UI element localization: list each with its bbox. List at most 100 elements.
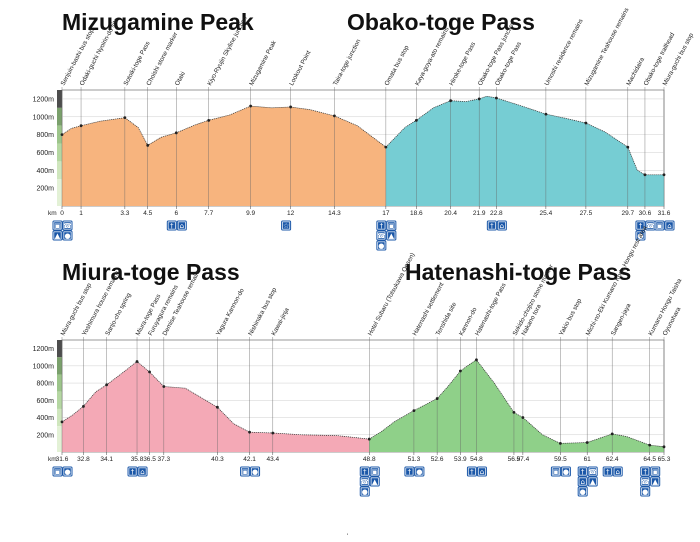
marker-dot-6 xyxy=(249,104,253,108)
xtick-label-17: 61 xyxy=(584,456,592,463)
bus-icon-fill xyxy=(651,468,659,475)
toilet-icon-glyph: † xyxy=(363,468,367,476)
toilet-icon-fill xyxy=(468,468,476,475)
toilet-icon-glyph: † xyxy=(131,468,135,476)
marker-dot-6 xyxy=(216,405,219,409)
marker-dot-5 xyxy=(207,118,211,122)
marker-dot-10 xyxy=(412,409,416,413)
site-label-2: Sanjo-cho spring xyxy=(104,291,133,336)
xtick-label-15: 27.5 xyxy=(580,210,593,217)
water-icon-glyph: ● xyxy=(563,468,569,476)
accommodation-icon-fill xyxy=(388,232,395,239)
elevation-band-5 xyxy=(57,179,62,206)
panel-2: Miura-toge Pass Hatenashi-toge Pass 200m… xyxy=(33,224,684,497)
water-icon-fill xyxy=(251,468,259,475)
site-label-10: Kaya-goya-ato remains xyxy=(414,26,451,87)
toilet-icon-fill xyxy=(604,468,611,475)
title-obako-toge-pass: Obako-toge Pass xyxy=(347,9,535,35)
rest-area-icon-glyph: ⌂ xyxy=(500,222,504,230)
elevation-area-0 xyxy=(62,361,370,452)
rest-area-icon-glyph: ⌂ xyxy=(180,222,184,230)
water-icon-fill xyxy=(641,488,649,495)
title-miura-toge-pass: Miura-toge Pass xyxy=(62,259,240,285)
rest-area-icon-glyph: ⌂ xyxy=(580,478,584,486)
x-unit-label: km xyxy=(48,456,57,463)
toilet-icon-glyph: † xyxy=(380,222,384,230)
site-label-18: Sangen-jaya xyxy=(610,302,633,337)
marker-dot-13 xyxy=(494,96,498,100)
marker-dot-11 xyxy=(449,99,453,103)
viewpoint-icon-fill xyxy=(282,222,290,229)
xtick-label-4: 36.5 xyxy=(143,456,156,463)
xtick-label-3: 4.5 xyxy=(143,210,152,217)
toilet-icon-fill xyxy=(406,468,413,475)
toilet-icon-glyph: † xyxy=(470,468,474,476)
toilet-icon-fill xyxy=(361,468,369,475)
toilet-icon-fill xyxy=(637,222,644,229)
rest-area-icon-glyph: ⌂ xyxy=(480,468,484,476)
xtick-label-13: 22.8 xyxy=(490,210,503,217)
xtick-label-10: 18.6 xyxy=(410,210,423,217)
marker-dot-20 xyxy=(662,445,666,449)
phone-icon-fill xyxy=(361,478,369,485)
site-label-3: Choishi stone marker xyxy=(145,31,179,87)
elevation-line-0 xyxy=(61,361,370,440)
marker-dot-1 xyxy=(82,404,85,408)
phone-icon-fill xyxy=(641,478,649,485)
bus-icon-glyph: ▣ xyxy=(388,222,395,230)
marker-dot-0 xyxy=(60,420,64,424)
elevation-band-4 xyxy=(57,408,62,427)
elevation-band-5 xyxy=(57,426,62,452)
phone-icon-fill xyxy=(589,468,596,475)
elevation-line-0 xyxy=(61,105,387,148)
xtick-label-3: 35.8 xyxy=(131,456,144,463)
marker-dot-8 xyxy=(271,431,275,435)
elevation-band-3 xyxy=(57,143,62,162)
toilet-icon-fill xyxy=(168,222,176,229)
xtick-label-6: 40.3 xyxy=(211,456,224,463)
marker-dot-9 xyxy=(384,145,388,149)
bus-icon-glyph: ▣ xyxy=(242,468,249,476)
phone-icon-glyph: ☎ xyxy=(588,468,597,476)
ytick-label-400: 400m xyxy=(36,415,54,422)
bus-icon-glyph: ▣ xyxy=(54,468,61,476)
site-label-11: Hiroke-toge Pass xyxy=(448,41,477,87)
x-unit-label: km xyxy=(48,210,57,217)
bus-icon-fill xyxy=(388,222,395,229)
elevation-band-2 xyxy=(57,374,62,392)
xtick-label-0: 0 xyxy=(60,210,64,217)
xtick-label-6: 9.9 xyxy=(246,210,255,217)
accommodation-icon-fill xyxy=(54,232,61,239)
ytick-label-600: 600m xyxy=(36,398,54,405)
xtick-label-11: 52.6 xyxy=(431,456,444,463)
elevation-line-1 xyxy=(385,95,664,176)
site-label-8: Taira-toge junction xyxy=(332,38,363,87)
marker-dot-4 xyxy=(148,370,151,374)
water-icon-glyph: ● xyxy=(252,468,258,476)
accommodation-icon-glyph: ▲ xyxy=(590,478,596,486)
accommodation-icon-glyph: ▲ xyxy=(372,478,378,486)
xtick-label-12: 53.9 xyxy=(454,456,467,463)
rest-area-icon-fill xyxy=(614,468,621,475)
site-label-9: Hotel Subaru (Totsukawa Onsen) xyxy=(367,252,417,337)
toilet-icon-glyph: † xyxy=(606,468,610,476)
marker-dot-2 xyxy=(105,383,109,387)
water-icon-fill xyxy=(361,488,369,495)
toilet-icon-fill xyxy=(488,222,496,229)
bus-icon-glyph: ▣ xyxy=(553,468,560,476)
toilet-icon-fill xyxy=(378,222,385,229)
rest-area-icon-fill xyxy=(178,222,186,229)
marker-dot-15 xyxy=(521,416,525,419)
site-label-9: Omata bus stop xyxy=(383,44,410,87)
marker-dot-2 xyxy=(123,116,127,120)
xtick-label-2: 34.1 xyxy=(100,456,113,463)
marker-dot-11 xyxy=(435,397,439,400)
elevation-band-1 xyxy=(57,357,62,375)
water-icon-fill xyxy=(378,242,385,249)
ytick-label-800: 800m xyxy=(36,381,54,388)
toilet-icon-glyph: † xyxy=(408,468,412,476)
phone-icon-glyph: ☎ xyxy=(377,232,386,240)
ytick-label-1200: 1200m xyxy=(33,346,55,353)
xtick-label-1: 1 xyxy=(79,210,83,217)
xtick-label-4: 6 xyxy=(174,210,178,217)
